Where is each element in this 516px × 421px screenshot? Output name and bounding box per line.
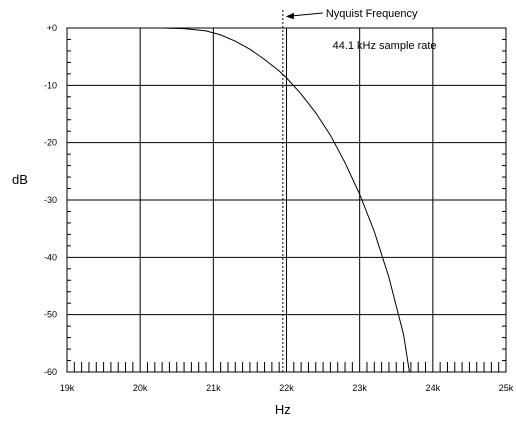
y-tick-label: -10: [44, 80, 57, 90]
nyquist-label: Nyquist Frequency: [326, 8, 418, 20]
x-tick-label: 22k: [279, 383, 294, 393]
y-tick-label: -50: [44, 310, 57, 320]
plot-frame: [66, 27, 507, 373]
y-tick-label: -40: [44, 252, 57, 262]
nyquist-arrow-head: [285, 12, 294, 20]
x-tick-label: 23k: [352, 383, 367, 393]
y-tick-labels: +0 -10 -20 -30 -40 -50 -60: [44, 23, 57, 377]
series-line: [162, 27, 410, 373]
grid: [66, 27, 507, 373]
y-tick-label: +0: [47, 23, 57, 33]
y-axis-title: dB: [12, 172, 28, 187]
x-tick-label: 19k: [60, 383, 75, 393]
x-tick-labels: 19k 20k 21k 22k 23k 24k 25k: [60, 383, 514, 393]
x-tick-label: 25k: [499, 383, 514, 393]
x-axis-title: Hz: [275, 402, 291, 417]
nyquist-arrow: [290, 12, 323, 17]
x-tick-label: 21k: [206, 383, 221, 393]
y-tick-label: -20: [44, 138, 57, 148]
y-tick-label: -30: [44, 195, 57, 205]
minor-ticks: [67, 38, 506, 372]
x-tick-label: 20k: [133, 383, 148, 393]
y-tick-label: -60: [44, 367, 57, 377]
x-tick-label: 24k: [426, 383, 441, 393]
sample-rate-label: 44.1 kHz sample rate: [333, 40, 437, 52]
